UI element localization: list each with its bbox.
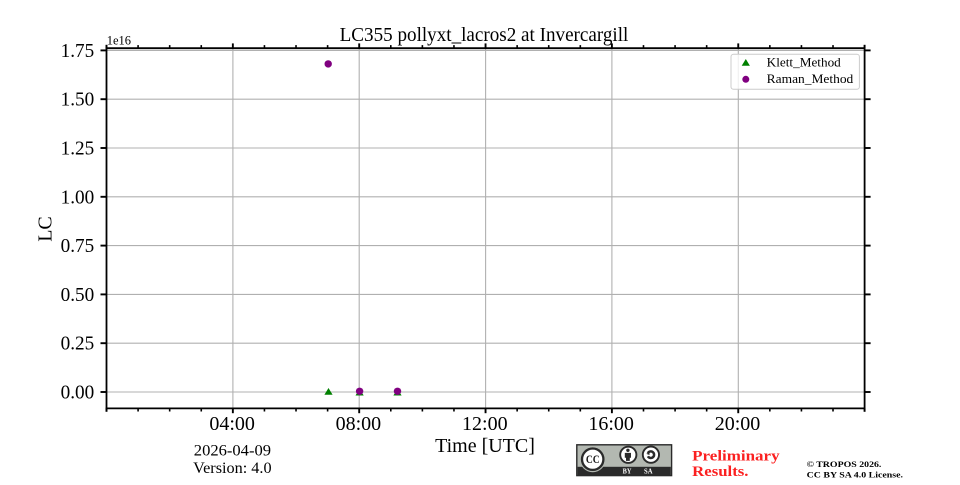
svg-text:20:00: 20:00 <box>715 413 761 435</box>
svg-text:1.00: 1.00 <box>61 186 95 208</box>
svg-text:0.75: 0.75 <box>61 235 95 257</box>
svg-text:2026-04-09: 2026-04-09 <box>194 443 271 460</box>
svg-text:1e16: 1e16 <box>107 34 131 48</box>
svg-text:CC BY SA 4.0 License.: CC BY SA 4.0 License. <box>807 469 903 479</box>
svg-text:1.50: 1.50 <box>61 89 95 111</box>
svg-text:Preliminary: Preliminary <box>692 449 780 465</box>
svg-text:08:00: 08:00 <box>336 413 382 435</box>
svg-text:16:00: 16:00 <box>588 413 634 435</box>
svg-text:1.25: 1.25 <box>61 138 95 160</box>
svg-text:Results.: Results. <box>692 464 749 480</box>
svg-text:SA: SA <box>644 467 653 476</box>
svg-text:© TROPOS 2026.: © TROPOS 2026. <box>807 459 882 469</box>
svg-text:Klett_Method: Klett_Method <box>767 56 842 70</box>
svg-text:0.25: 0.25 <box>61 333 95 355</box>
svg-text:12:00: 12:00 <box>462 413 508 435</box>
svg-text:0.00: 0.00 <box>61 382 95 404</box>
svg-text:CC: CC <box>586 454 600 466</box>
svg-text:Version: 4.0: Version: 4.0 <box>193 460 271 477</box>
svg-text:LC355 pollyxt_lacros2 at Inver: LC355 pollyxt_lacros2 at Invercargill <box>340 25 629 46</box>
svg-text:BY: BY <box>623 467 632 476</box>
svg-text:Time [UTC]: Time [UTC] <box>435 435 535 457</box>
svg-text:0.50: 0.50 <box>61 284 95 306</box>
svg-text:Raman_Method: Raman_Method <box>767 72 854 86</box>
svg-text:LC: LC <box>35 216 57 242</box>
svg-text:1.75: 1.75 <box>61 40 95 62</box>
svg-text:04:00: 04:00 <box>209 413 255 435</box>
